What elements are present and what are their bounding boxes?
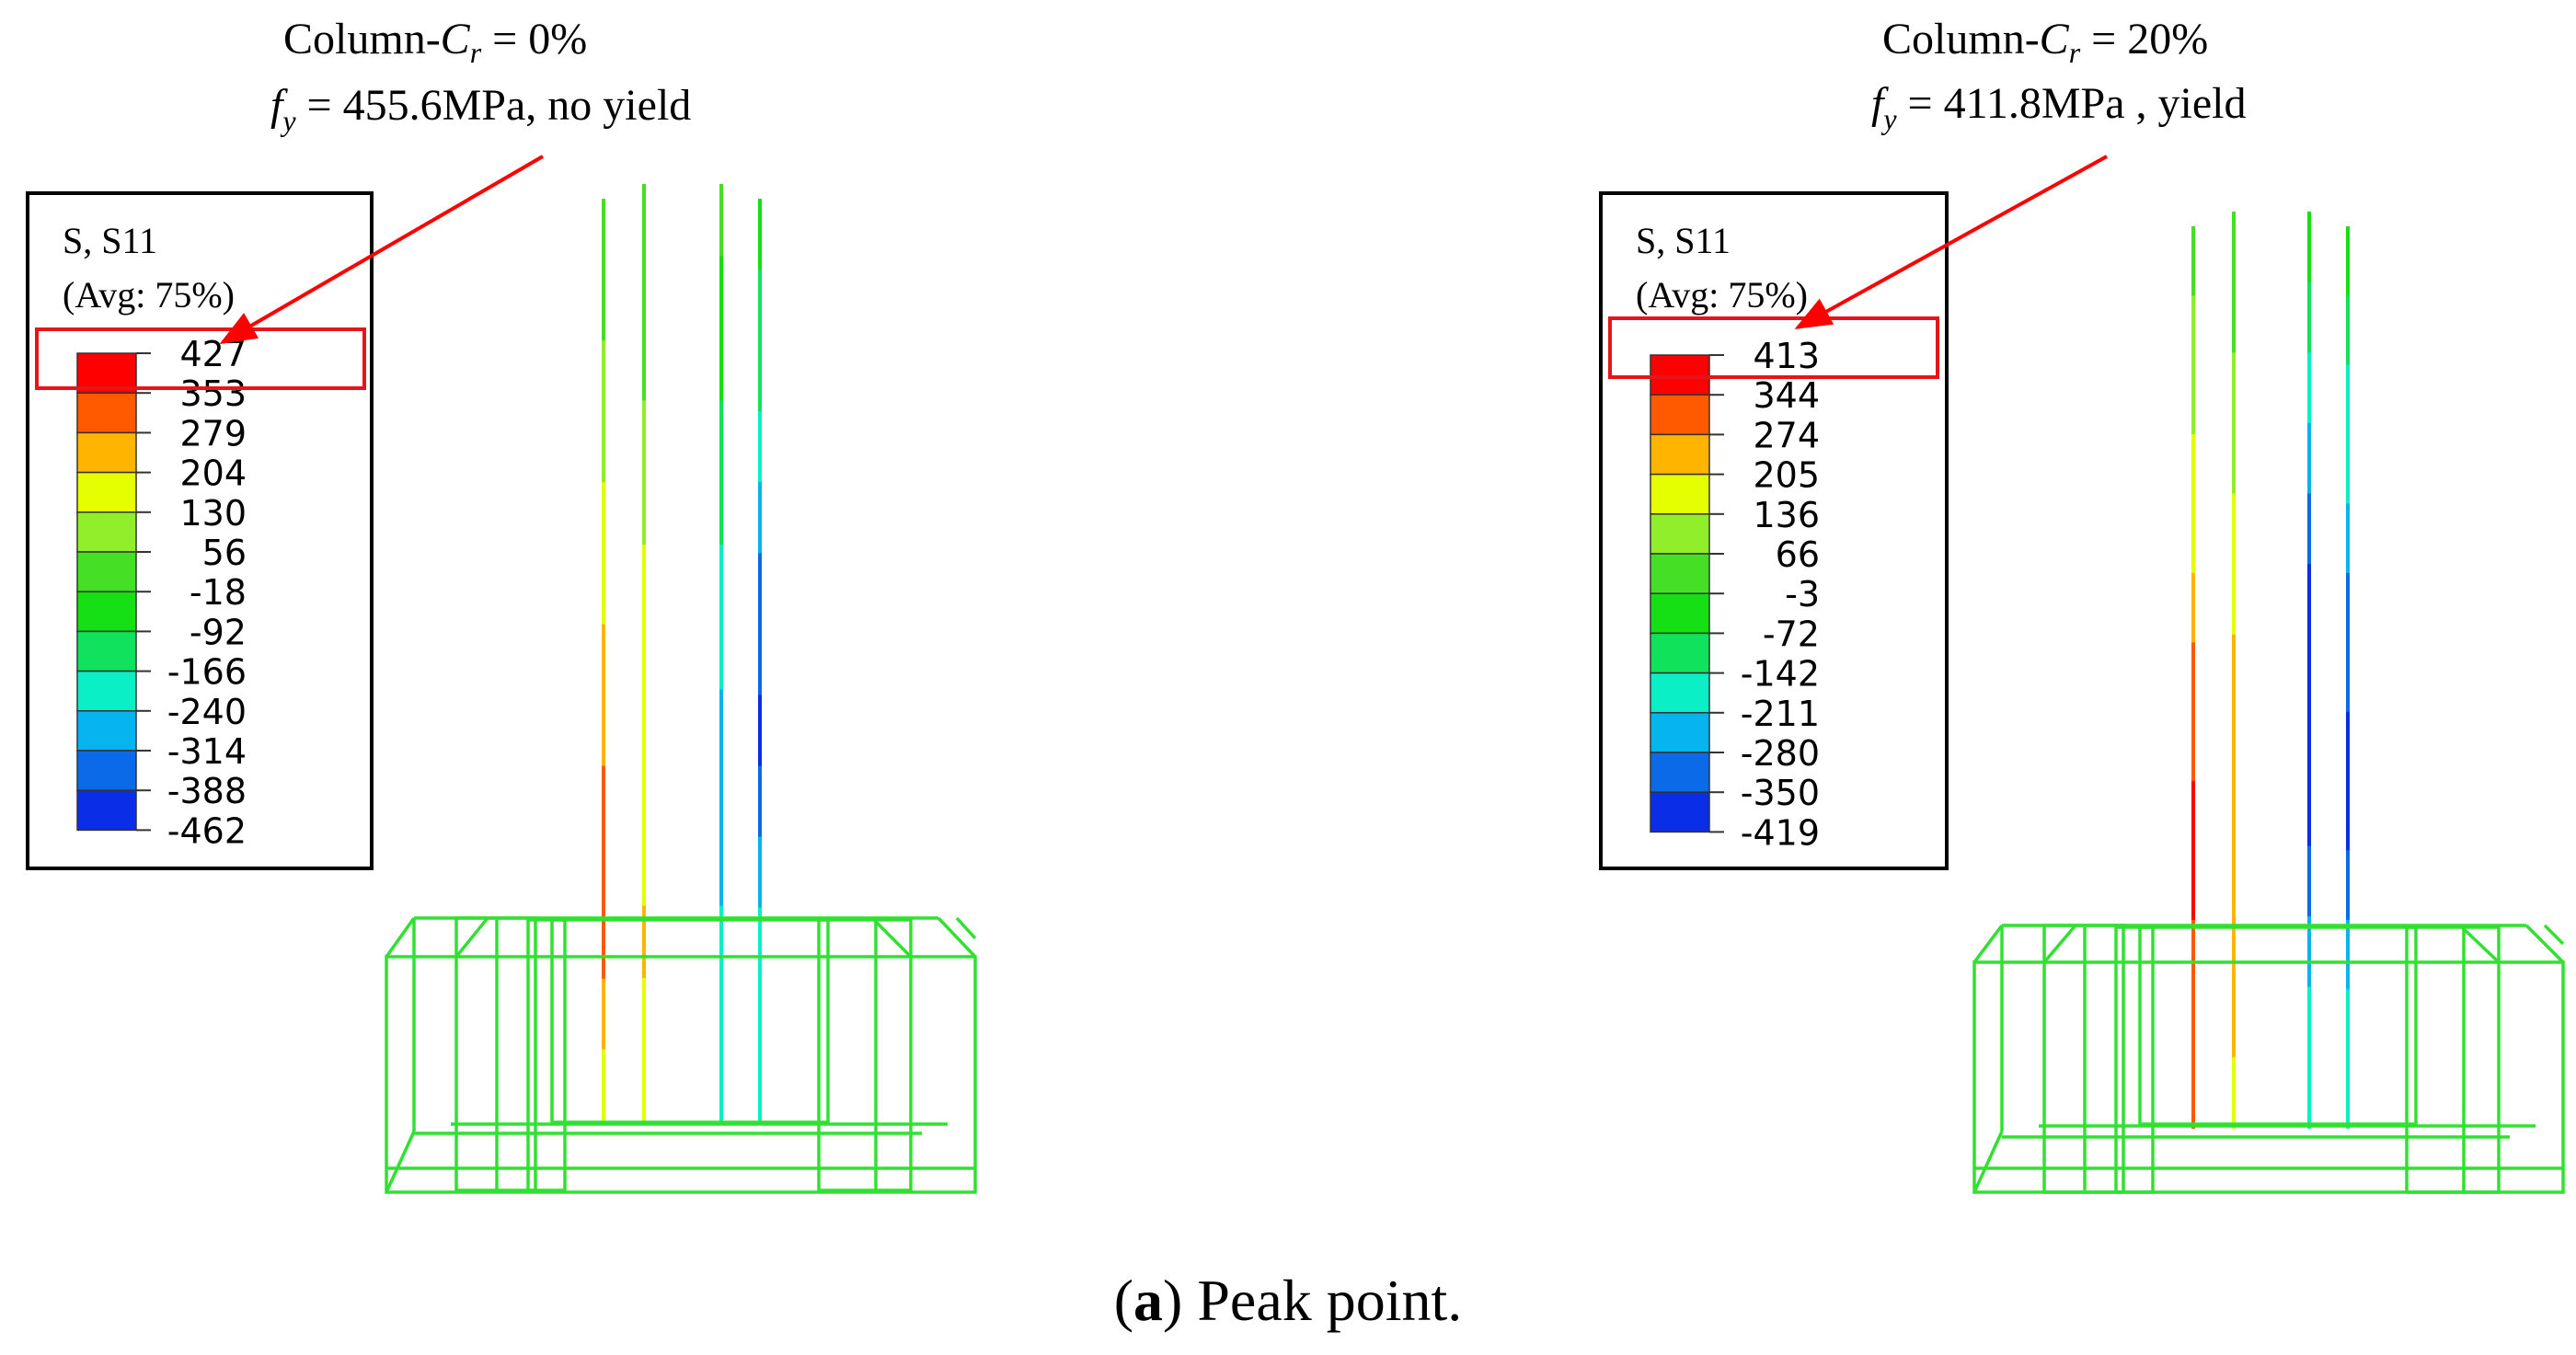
left-scale-swatch [76, 710, 137, 752]
left-scale-swatch [76, 670, 137, 712]
right-scale-swatch [1650, 632, 1710, 674]
left-scale-label: -240 [167, 692, 247, 732]
left-scale-swatch [76, 591, 137, 633]
right-max-highlight [1608, 316, 1939, 379]
right-scale-swatch [1650, 752, 1710, 793]
right-footing-frame [1972, 924, 2565, 1194]
left-footing-frame [385, 916, 977, 1194]
right-scale-swatch [1650, 394, 1710, 436]
left-scale-swatch [76, 392, 137, 434]
left-scale-swatch [76, 789, 137, 832]
right-scale-label: -3 [1785, 574, 1820, 614]
left-scale-label: 427 [179, 334, 247, 374]
right-scale-swatch [1650, 672, 1710, 714]
right-scale-label: -211 [1741, 694, 1820, 734]
right-scale-label: -280 [1741, 733, 1820, 774]
left-scale-swatch [76, 630, 137, 672]
right-scale-swatch [1650, 354, 1710, 396]
right-scale-swatch [1650, 513, 1710, 555]
left-scale-label: -92 [190, 612, 247, 652]
right-scale-swatch [1650, 473, 1710, 515]
left-scale-label: 279 [179, 413, 247, 454]
left-scale-label: 353 [179, 373, 247, 414]
right-callout-arrow [1794, 155, 2108, 329]
right-scale-label: -419 [1741, 812, 1820, 853]
right-scale-label: 66 [1776, 534, 1820, 575]
right-scale-label: -72 [1763, 614, 1820, 654]
left-yield-label: fy = 455.6MPa, no yield [270, 81, 691, 137]
left-scale-label: -166 [167, 652, 247, 693]
left-scale-label: 130 [179, 493, 247, 534]
right-scale-label: 136 [1753, 495, 1820, 535]
left-scale-swatch [76, 511, 137, 553]
right-legend-title: S, S11 [1636, 220, 1731, 261]
right-legend-avg: (Avg: 75%) [1636, 274, 1808, 316]
right-scale-label: 205 [1753, 455, 1820, 496]
left-max-highlight [35, 327, 366, 390]
left-scale-label: -462 [167, 810, 247, 851]
panel-left: Column-Cr = 0% fy = 455.6MPa, no yield S… [26, 15, 977, 1194]
left-scale-swatch [76, 471, 137, 513]
left-scale-label: -314 [167, 731, 247, 772]
figure-caption: (a) Peak point. [1114, 1268, 1463, 1333]
left-scale-swatch [76, 431, 137, 474]
left-scale-label: -18 [190, 572, 247, 613]
right-scale-swatch [1650, 791, 1710, 833]
right-yield-label: fy = 411.8MPa , yield [1871, 79, 2247, 135]
right-rebars [2191, 212, 2350, 1129]
left-rebars [602, 184, 762, 1123]
right-legend: S, S11 (Avg: 75%) 41334427420513666-3-72… [1599, 191, 1949, 870]
panel-right: Column-Cr = 20% fy = 411.8MPa , yield S,… [1599, 15, 2565, 1194]
left-scale-label: 56 [202, 533, 247, 573]
right-color-scale: 41334427420513666-3-72-142-211-280-350-4… [1650, 336, 1820, 853]
left-legend-title: S, S11 [63, 220, 157, 261]
right-column-label: Column-Cr = 20% [1882, 15, 2208, 69]
left-scale-label: 204 [179, 454, 247, 494]
right-scale-label: -142 [1741, 654, 1820, 695]
right-scale-swatch [1650, 712, 1710, 753]
right-scale-label: 344 [1753, 375, 1820, 416]
right-scale-label: 274 [1753, 415, 1820, 455]
left-column-label: Column-Cr = 0% [283, 15, 587, 69]
right-scale-label: 413 [1753, 336, 1820, 376]
right-scale-swatch [1650, 553, 1710, 594]
left-scale-swatch [76, 551, 137, 592]
left-legend: S, S11 (Avg: 75%) 42735327920413056-18-9… [26, 191, 374, 870]
left-scale-swatch [76, 750, 137, 791]
left-legend-avg: (Avg: 75%) [63, 274, 235, 316]
right-scale-swatch [1650, 592, 1710, 635]
left-scale-label: -388 [167, 771, 247, 811]
right-scale-swatch [1650, 433, 1710, 476]
right-scale-label: -350 [1741, 773, 1820, 813]
left-callout-arrow [219, 155, 545, 345]
